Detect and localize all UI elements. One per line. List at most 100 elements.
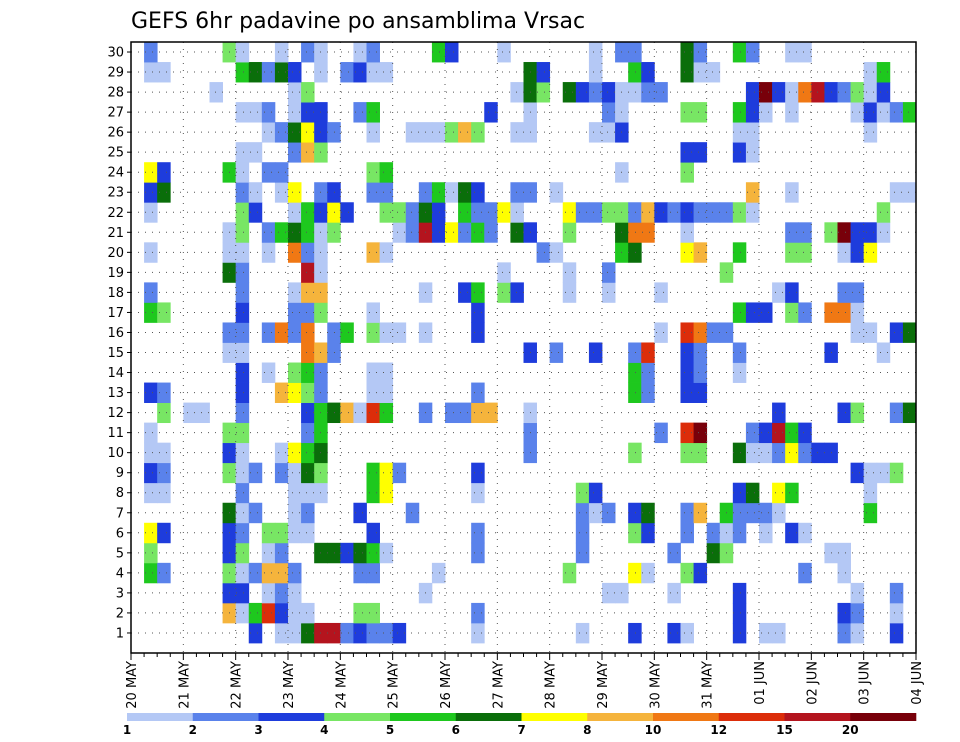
heatmap-cell — [144, 282, 158, 303]
heatmap-cell — [837, 402, 851, 424]
heatmap-cell — [301, 622, 315, 644]
x-tick-label: 03 JUN — [858, 661, 873, 705]
heatmap-cell — [261, 522, 276, 544]
colorbar-swatch — [192, 713, 259, 721]
heatmap-cell — [680, 62, 694, 83]
heatmap-cell — [235, 222, 250, 243]
heatmap-cell — [261, 562, 276, 584]
heatmap-cell — [405, 502, 420, 524]
heatmap-cell — [366, 382, 380, 403]
heatmap-cell — [785, 82, 799, 103]
colorbar-swatch — [127, 713, 194, 721]
heatmap-cell — [248, 202, 263, 223]
heatmap-cell — [274, 602, 289, 624]
heatmap-cell — [288, 502, 302, 524]
heatmap-cell — [785, 442, 799, 464]
heatmap-cell — [850, 242, 865, 263]
heatmap-cell — [772, 422, 786, 444]
y-axis-ticks: 1234567891011121314151617181920212223242… — [107, 46, 131, 641]
colorbar-label: 1 — [123, 723, 131, 737]
heatmap-cell — [863, 122, 878, 143]
heatmap-cell — [693, 562, 708, 584]
y-tick-label: 5 — [116, 546, 124, 561]
heatmap-cell — [876, 82, 891, 103]
heatmap-cell — [745, 302, 760, 323]
heatmap-cell — [235, 462, 250, 484]
heatmap-cell — [379, 62, 394, 83]
heatmap-cell — [680, 102, 694, 123]
heatmap-cell — [732, 602, 747, 624]
heatmap-cell — [301, 402, 315, 424]
heatmap-cell — [654, 282, 668, 303]
x-tick-label: 31 MAY — [701, 661, 716, 709]
heatmap-cell — [288, 602, 302, 624]
colorbar-swatch — [324, 713, 391, 721]
heatmap-cell — [157, 402, 171, 424]
heatmap-cell — [654, 422, 668, 444]
heatmap-cell — [732, 622, 747, 644]
heatmap-cell — [288, 482, 302, 504]
heatmap-cell — [876, 102, 891, 123]
heatmap-cell — [745, 42, 760, 63]
heatmap-cell — [183, 402, 197, 424]
heatmap-cell — [288, 102, 302, 123]
heatmap-cell — [366, 122, 380, 143]
heatmap-cell — [785, 242, 799, 263]
heatmap-cell — [889, 462, 904, 484]
heatmap-cell — [261, 102, 276, 123]
heatmap-cell — [680, 342, 694, 363]
heatmap-cell — [274, 382, 289, 403]
y-tick-label: 2 — [116, 606, 124, 621]
heatmap-cell — [471, 382, 485, 403]
heatmap-cell — [301, 602, 315, 624]
heatmap-cell — [366, 542, 380, 564]
heatmap-cell — [431, 222, 446, 243]
heatmap-cell — [471, 322, 485, 343]
heatmap-cell — [327, 622, 341, 644]
heatmap-cell — [706, 202, 721, 223]
heatmap-cell — [235, 262, 250, 283]
heatmap-cell — [458, 402, 472, 424]
heatmap-cell — [811, 442, 825, 464]
heatmap-cell — [288, 562, 302, 584]
heatmap-cell — [745, 122, 760, 143]
heatmap-cell — [327, 542, 341, 564]
heatmap-cell — [458, 202, 472, 223]
heatmap-cell — [772, 622, 786, 644]
heatmap-cell — [706, 322, 721, 343]
heatmap-cell — [445, 42, 459, 63]
heatmap-cell — [837, 542, 851, 564]
heatmap-cell — [628, 562, 642, 584]
heatmap-cell — [837, 602, 851, 624]
heatmap-cell — [745, 82, 760, 103]
heatmap-cell — [549, 342, 564, 363]
heatmap-cell — [353, 622, 367, 644]
heatmap-cell — [379, 242, 394, 263]
heatmap-cell — [288, 382, 302, 403]
heatmap-cell — [732, 122, 747, 143]
dotted-grid — [131, 42, 916, 653]
heatmap-cell — [732, 482, 747, 504]
heatmap-cell — [235, 142, 250, 163]
heatmap-cell — [288, 282, 302, 303]
heatmap-cell — [863, 502, 878, 524]
heatmap-cell — [405, 222, 420, 243]
heatmap-cell — [274, 42, 289, 63]
heatmap-cell — [405, 122, 420, 143]
heatmap-cell — [301, 242, 315, 263]
heatmap-cell — [235, 502, 250, 524]
heatmap-cell — [301, 462, 315, 484]
heatmap-cell — [288, 122, 302, 143]
heatmap-cell — [759, 502, 773, 524]
heatmap-cell — [693, 502, 708, 524]
heatmap-cell — [667, 542, 681, 564]
heatmap-cell — [445, 222, 459, 243]
heatmap-cell — [759, 302, 773, 323]
heatmap-cell — [379, 482, 394, 504]
heatmap-cell — [261, 242, 276, 263]
heatmap-cells — [144, 42, 917, 644]
heatmap-cell — [261, 162, 276, 183]
heatmap-cell — [144, 42, 158, 63]
y-tick-label: 14 — [107, 366, 124, 381]
heatmap-cell — [588, 482, 603, 504]
